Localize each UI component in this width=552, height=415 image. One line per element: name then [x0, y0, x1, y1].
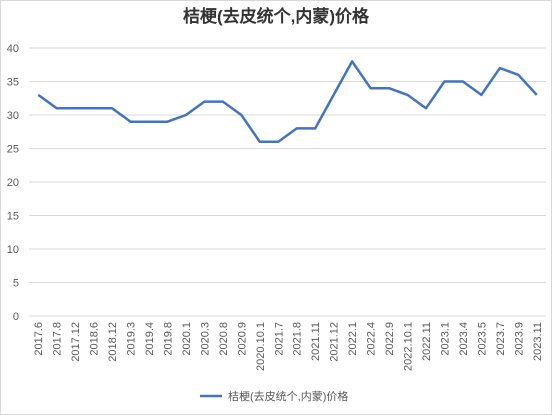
x-tick-label: 2022.1 — [347, 322, 359, 356]
x-tick-label: 2022.10.1 — [403, 322, 415, 371]
y-tick-label: 30 — [7, 110, 19, 122]
x-tick-label: 2021.8 — [292, 322, 304, 356]
x-tick-label: 2017.12 — [70, 322, 82, 362]
x-tick-label: 2023.4 — [458, 322, 470, 356]
y-tick-label: 5 — [13, 278, 19, 290]
y-tick-label: 15 — [7, 211, 19, 223]
data-line — [37, 60, 538, 144]
x-tick-label: 2019.3 — [126, 322, 138, 356]
y-tick-label: 20 — [7, 177, 19, 189]
y-tick-label: 10 — [7, 244, 19, 256]
x-tick-label: 2023.7 — [495, 322, 507, 356]
x-tick-label: 2017.6 — [33, 322, 45, 356]
y-tick-label: 0 — [13, 311, 19, 323]
x-tick-label: 2021.7 — [273, 322, 285, 356]
x-tick-label: 2020.3 — [199, 322, 211, 356]
x-tick-label: 2019.4 — [144, 322, 156, 356]
x-tick-label: 2022.9 — [384, 322, 396, 356]
x-tick-label: 2018.12 — [107, 322, 119, 362]
x-tick-label: 2021.12 — [329, 322, 341, 362]
legend-label: 桔梗(去皮统个,内蒙)价格 — [228, 389, 348, 403]
y-tick-label: 35 — [7, 77, 19, 89]
x-tick-label: 2017.8 — [52, 322, 64, 356]
x-tick-label: 2023.5 — [476, 322, 488, 356]
x-tick-label: 2021.11 — [310, 322, 322, 361]
x-tick-label: 2023.1 — [439, 322, 451, 356]
x-tick-label: 2022.11 — [421, 322, 433, 361]
y-tick-label: 40 — [7, 43, 19, 55]
x-tick-label: 2019.8 — [162, 322, 174, 356]
x-tick-label: 2023.9 — [513, 322, 525, 356]
x-tick-label: 2020.10.1 — [255, 322, 267, 371]
x-tick-label: 2023.11 — [532, 322, 544, 361]
x-tick-label: 2020.1 — [181, 322, 193, 356]
x-tick-label: 2020.8 — [218, 322, 230, 356]
chart-title: 桔梗(去皮统个,内蒙)价格 — [183, 6, 370, 26]
y-tick-label: 25 — [7, 144, 19, 156]
x-tick-label: 2018.6 — [89, 322, 101, 356]
x-tick-label: 2022.4 — [366, 322, 378, 356]
x-tick-label: 2020.9 — [236, 322, 248, 356]
